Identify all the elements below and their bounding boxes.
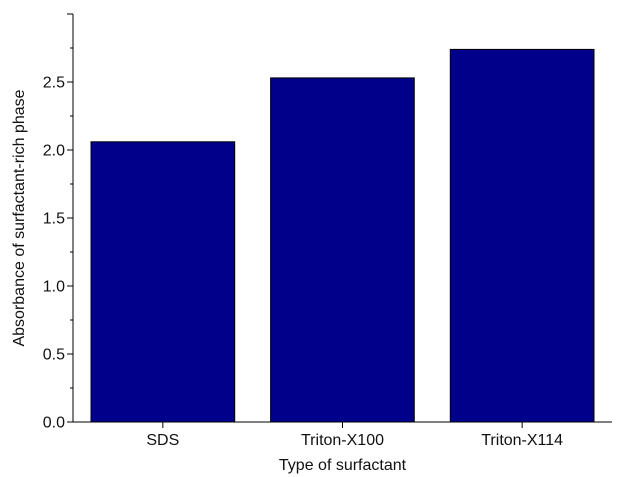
y-tick-label: 0.0 bbox=[43, 415, 65, 432]
y-tick-label: 1.5 bbox=[43, 211, 65, 228]
bar-sds bbox=[90, 141, 236, 423]
x-tick-label: Triton-X100 bbox=[301, 432, 384, 449]
y-axis-title: Absorbance of surfactant-rich phase bbox=[11, 89, 28, 346]
y-tick-label: 0.5 bbox=[43, 347, 65, 364]
bar-triton-x100 bbox=[270, 77, 415, 423]
x-axis-title: Type of surfactant bbox=[279, 457, 407, 474]
y-tick-label: 2.0 bbox=[43, 143, 65, 160]
y-axis: 0.0 0.5 1.0 1.5 2.0 2.5 bbox=[43, 13, 74, 432]
x-tick-label: SDS bbox=[146, 432, 179, 449]
bar-triton-x114 bbox=[449, 48, 595, 423]
x-tick-label: Triton-X114 bbox=[481, 432, 563, 449]
bars-group bbox=[90, 48, 595, 423]
x-axis: SDS Triton-X100 Triton-X114 bbox=[73, 421, 612, 449]
y-tick-label: 2.5 bbox=[43, 75, 65, 92]
y-tick-label: 1.0 bbox=[43, 279, 65, 296]
